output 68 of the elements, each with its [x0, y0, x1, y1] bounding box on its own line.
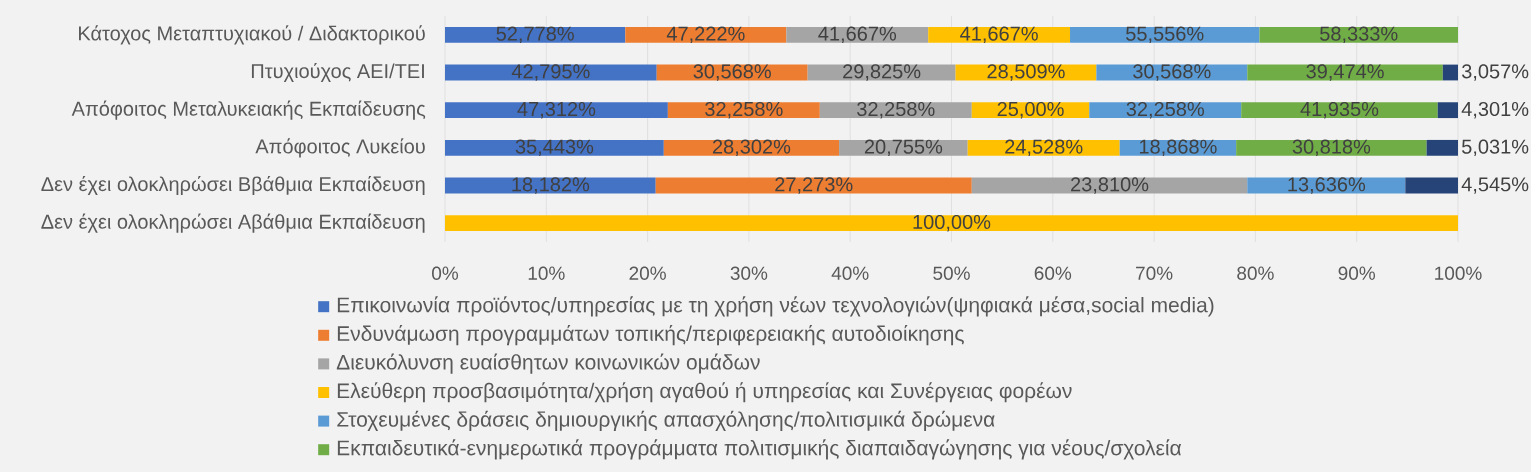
annotation: 39,474%	[1306, 64, 1384, 81]
legend-label: Εκπαιδευτικά-ενημερωτικά προγράμματα πολιτισμικής διαπαιδαγώγησης για νέους/σχολεία	[337, 439, 1182, 460]
annotation: 28,509%	[987, 64, 1065, 81]
bar	[1426, 139, 1458, 156]
annotation: 41,667%	[818, 26, 897, 44]
annotation: 20,755%	[864, 139, 943, 157]
x-tick-label: 30%	[730, 266, 768, 280]
bar	[1437, 102, 1458, 119]
annotation: 18,182%	[512, 177, 590, 194]
bar	[1236, 139, 1427, 156]
annotation: 35,443%	[515, 139, 594, 157]
text: 4,545%	[1461, 177, 1529, 194]
x-tick-label: 90%	[1338, 266, 1376, 280]
annotation: 27,273%	[775, 177, 853, 194]
y-tick-label: Πτυχιούχος ΑΕΙ/ΤΕΙ	[251, 62, 424, 83]
annotation: 47,312%	[517, 101, 596, 119]
annotation: 42,795%	[511, 64, 590, 81]
bar	[1442, 64, 1458, 81]
x-tick-label: 100%	[1435, 266, 1482, 280]
legend-label: Επικοινωνία προϊόντος/υπηρεσίας με τη χρήση νέων τεχνολογιών(ψηφιακά μέσα,social media)	[337, 296, 1214, 317]
bar	[445, 139, 664, 156]
x-tick-label: 10%	[528, 266, 565, 280]
bar	[1259, 26, 1458, 43]
y-tick-label: Απόφοιτος Μεταλυκειακής Εκπαίδευσης	[71, 100, 426, 120]
bar	[1405, 177, 1458, 194]
annotation: 28,302%	[712, 139, 791, 157]
annotation: 30,568%	[1133, 64, 1211, 81]
annotation: 18,868%	[1139, 139, 1217, 157]
annotation: 29,825%	[843, 64, 921, 81]
annotation: 23,810%	[1071, 177, 1149, 194]
legend-label: Ελεύθερη προσβασιμότητα/χρήση αγαθού ή υπηρεσίας και Συνέργειας φορέων	[337, 382, 1072, 403]
annotation: 100,00%	[913, 214, 991, 232]
annotation: 25,00%	[997, 101, 1064, 119]
annotation: 41,935%	[1300, 101, 1379, 119]
x-tick-label: 40%	[831, 266, 869, 280]
text: 5,031%	[1462, 139, 1529, 157]
bar	[445, 215, 1458, 232]
y-tick-label: Δεν έχει ολοκληρώσει Ββάθμια Εκπαίδευση	[41, 175, 425, 196]
x-tick-label: 70%	[1136, 266, 1173, 280]
x-tick-label: 20%	[629, 266, 666, 280]
bar	[445, 102, 668, 119]
annotation: 24,528%	[1005, 139, 1083, 157]
annotation: 32,258%	[1126, 101, 1204, 119]
bar	[445, 26, 626, 43]
x-tick-label: 60%	[1034, 266, 1072, 280]
text: 4,301%	[1461, 101, 1529, 119]
bar	[1070, 26, 1260, 43]
annotation: 41,667%	[960, 26, 1038, 44]
legend-label: Ενδυνάμωση προγραμμάτων τοπικής/περιφερειακής αυτοδιοίκησης	[337, 324, 964, 346]
bar	[1241, 102, 1438, 119]
y-tick-label: Κάτοχος Μεταπτυχιακού / Διδακτορικού	[79, 25, 425, 45]
x-tick-label: 50%	[933, 266, 970, 280]
x-tick-label: 0%	[432, 266, 459, 280]
annotation: 47,222%	[666, 26, 745, 44]
legend-label: Διευκόλυνση ευαίσθητων κοινωνικών ομάδων	[336, 353, 760, 374]
annotation: 13,636%	[1288, 177, 1366, 194]
annotation: 58,333%	[1320, 26, 1398, 44]
annotation: 55,556%	[1126, 26, 1204, 44]
annotation: 32,258%	[857, 101, 935, 119]
annotation: 30,818%	[1292, 139, 1371, 157]
y-tick-label: Δεν έχει ολοκληρώσει Αβάθμια Εκπαίδευση	[41, 213, 425, 233]
legend-label: Στοχευμένες δράσεις δημιουργικής απασχόλησης/πολιτισμικά δρώμενα	[337, 410, 995, 431]
text: 3,057%	[1461, 64, 1529, 81]
x-tick-label: 80%	[1237, 266, 1274, 280]
annotation: 30,568%	[693, 64, 771, 81]
y-tick-label: Απόφοιτος Λυκείου	[255, 138, 425, 158]
annotation: 52,778%	[496, 26, 574, 44]
annotation: 32,258%	[705, 101, 783, 119]
